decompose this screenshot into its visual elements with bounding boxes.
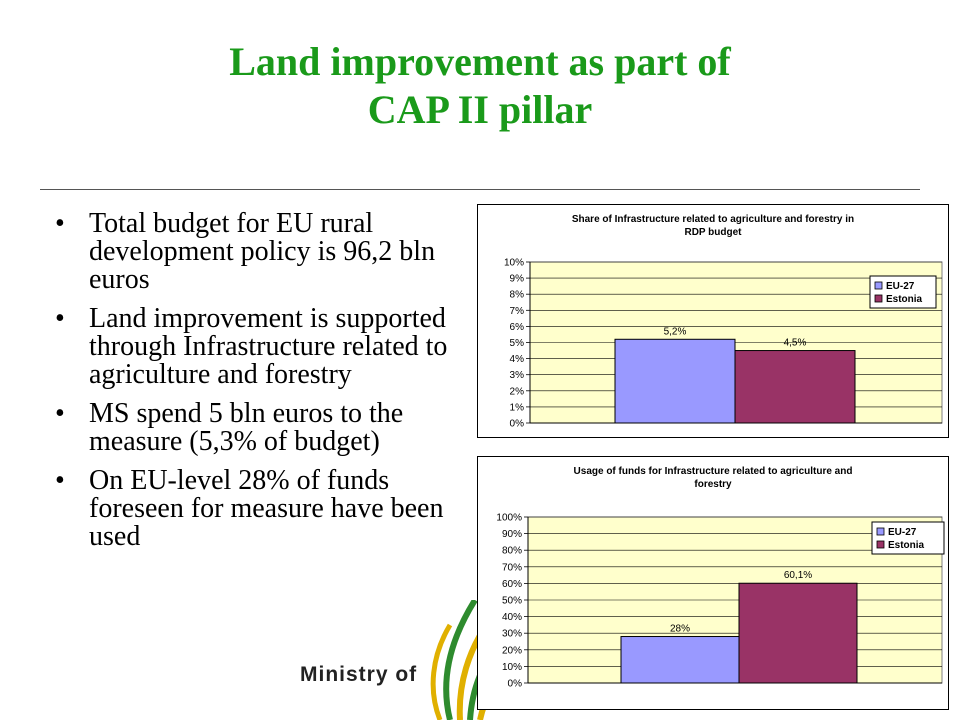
chart-usage-of-funds: Usage of funds for Infrastructure relate… [477,456,949,710]
y-tick-label: 6% [510,322,525,333]
slide-title: Land improvement as part of CAP II pilla… [0,38,960,134]
bullet-dot: • [55,208,65,239]
chart-title: RDP budget [684,227,742,238]
legend-label: EU-27 [888,527,917,538]
data-label: 5,2% [664,326,687,337]
y-tick-label: 100% [496,513,522,524]
legend-swatch [876,527,885,536]
chart-title: Share of Infrastructure related to agric… [572,214,854,225]
y-tick-label: 4% [510,354,525,365]
y-tick-label: 2% [510,386,525,397]
y-tick-label: 7% [510,306,525,317]
y-tick-label: 10% [502,662,522,673]
chart-1-svg: Share of Infrastructure related to agric… [477,204,949,438]
y-tick-label: 30% [502,629,522,640]
y-tick-label: 80% [502,546,522,557]
y-tick-label: 50% [502,596,522,607]
chart-title: forestry [694,479,732,490]
y-tick-label: 90% [502,529,522,540]
title-line-2: CAP II pillar [367,87,593,132]
legend-label: EU-27 [886,281,915,292]
data-label: 28% [670,624,690,635]
bullet-dot: • [55,303,65,334]
legend [869,275,937,309]
y-tick-label: 60% [502,579,522,590]
y-tick-label: 5% [510,338,525,349]
bullet-item: • Total budget for EU rural development p… [55,210,475,294]
bullet-dot: • [55,465,65,496]
y-tick-label: 0% [508,679,523,690]
y-tick-label: 9% [510,274,525,285]
legend-swatch [874,281,883,290]
bullet-text: Total budget for EU rural development po… [89,208,436,295]
title-line-1: Land improvement as part of [229,39,731,84]
ministry-logo: Ministry of [300,598,520,721]
bar-estonia [738,582,858,684]
data-label: 60,1% [784,570,812,581]
data-label: 4,5% [784,338,807,349]
bullet-list: • Total budget for EU rural development p… [55,210,475,562]
bar-eu-27 [614,338,736,424]
legend-swatch [874,294,883,303]
y-tick-label: 0% [510,419,525,430]
y-tick-label: 10% [504,258,524,269]
chart-2-svg: Usage of funds for Infrastructure relate… [477,456,949,710]
y-tick-label: 20% [502,645,522,656]
y-tick-label: 70% [502,562,522,573]
y-tick-label: 3% [510,370,525,381]
chart-share-infrastructure: Share of Infrastructure related to agric… [477,204,949,438]
legend [871,521,945,555]
y-tick-label: 1% [510,402,525,413]
bullet-item: • On EU-level 28% of funds foreseen for m… [55,467,475,551]
bullet-text: On EU-level 28% of funds foreseen for me… [89,465,444,552]
legend-label: Estonia [888,540,925,551]
chart-title: Usage of funds for Infrastructure relate… [574,466,853,477]
legend-label: Estonia [886,294,923,305]
title-divider [40,189,920,190]
legend-swatch [876,540,885,549]
bullet-item: • MS spend 5 bln euros to the measure (5,… [55,400,475,456]
y-tick-label: 40% [502,612,522,623]
bullet-text: MS spend 5 bln euros to the measure (5,3… [89,398,404,457]
bullet-item: • Land improvement is supported through I… [55,305,475,389]
logo-text: Ministry of [300,663,418,686]
y-tick-label: 8% [510,290,525,301]
bar-eu-27 [620,636,740,684]
bar-estonia [734,350,856,424]
bullet-dot: • [55,398,65,429]
bullet-text: Land improvement is supported through In… [89,303,448,390]
